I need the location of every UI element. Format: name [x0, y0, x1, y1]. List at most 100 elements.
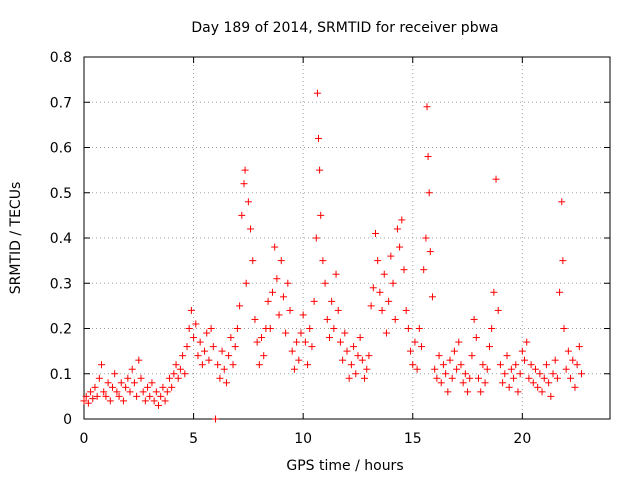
data-point	[117, 379, 125, 387]
data-point	[152, 388, 160, 396]
data-point	[540, 374, 548, 382]
data-point	[201, 347, 209, 355]
data-point	[240, 180, 248, 188]
data-point	[141, 397, 149, 405]
data-point	[212, 415, 219, 423]
data-point	[104, 379, 112, 387]
data-point	[391, 315, 399, 323]
data-point	[402, 306, 410, 314]
data-point	[102, 392, 110, 400]
data-point	[538, 388, 546, 396]
y-tick-label: 0.4	[50, 231, 72, 247]
data-point	[183, 343, 191, 351]
data-point	[439, 361, 447, 369]
data-point	[494, 306, 502, 314]
data-point	[297, 329, 305, 337]
data-point	[350, 343, 358, 351]
data-point	[481, 379, 489, 387]
data-point	[284, 279, 292, 287]
data-point	[273, 275, 281, 283]
data-point	[165, 374, 173, 382]
data-point	[288, 347, 296, 355]
x-tick-label: 0	[80, 431, 89, 447]
data-point	[328, 297, 336, 305]
data-point	[190, 334, 198, 342]
data-point	[319, 257, 327, 265]
data-point	[84, 399, 92, 407]
data-point	[185, 325, 193, 332]
data-point	[475, 374, 482, 382]
y-tick-label: 0.7	[50, 95, 72, 111]
data-point	[196, 338, 204, 346]
data-point	[542, 361, 550, 369]
data-point	[82, 392, 90, 400]
data-point	[345, 374, 353, 382]
data-point	[209, 343, 217, 351]
data-point	[354, 352, 362, 360]
data-point	[422, 234, 430, 242]
data-point	[444, 388, 452, 396]
data-point	[442, 370, 450, 378]
data-point	[507, 365, 515, 373]
data-point	[492, 175, 500, 183]
data-point	[150, 397, 158, 405]
data-point	[559, 257, 567, 265]
data-point	[549, 370, 557, 378]
data-point	[168, 383, 176, 391]
data-point	[358, 356, 366, 364]
data-point	[510, 374, 518, 382]
data-point	[275, 311, 283, 319]
data-point	[218, 347, 226, 355]
data-point	[148, 379, 156, 387]
data-point	[323, 315, 331, 323]
data-point	[521, 356, 529, 364]
data-point	[529, 379, 537, 387]
data-point	[108, 383, 116, 391]
data-point	[525, 374, 533, 382]
data-point	[545, 379, 553, 387]
data-point	[387, 252, 395, 260]
x-axis-label: GPS time / hours	[286, 458, 403, 474]
data-point	[420, 266, 428, 274]
data-point	[126, 388, 134, 396]
data-point	[330, 325, 338, 332]
data-point	[553, 374, 561, 382]
data-point	[503, 352, 511, 360]
data-point	[479, 361, 487, 369]
data-point	[220, 365, 228, 373]
data-point	[374, 257, 382, 265]
y-tick-label: 0.3	[50, 276, 72, 292]
data-point	[367, 302, 375, 310]
data-point	[564, 347, 572, 355]
x-tick-label: 15	[404, 431, 422, 447]
data-point	[264, 297, 272, 305]
data-point	[470, 315, 478, 323]
data-point	[567, 374, 575, 382]
data-point	[306, 325, 314, 332]
data-point	[229, 361, 237, 369]
data-point	[578, 370, 586, 378]
data-point	[286, 306, 294, 314]
data-point	[352, 370, 360, 378]
x-tick-label: 5	[189, 431, 198, 447]
data-point	[133, 392, 141, 400]
data-point	[431, 365, 439, 373]
data-point	[155, 401, 163, 409]
data-point	[457, 361, 465, 369]
data-point	[562, 365, 570, 373]
data-point	[282, 329, 290, 337]
data-point	[426, 248, 434, 256]
data-point	[407, 347, 415, 355]
data-point	[450, 347, 458, 355]
data-point	[176, 365, 184, 373]
data-point	[341, 329, 349, 337]
data-point	[512, 361, 520, 369]
data-point	[304, 361, 312, 369]
data-point	[336, 338, 344, 346]
data-point	[93, 392, 101, 400]
data-point	[157, 392, 165, 400]
data-point	[448, 374, 456, 382]
data-point	[409, 361, 417, 369]
data-point	[325, 334, 333, 342]
